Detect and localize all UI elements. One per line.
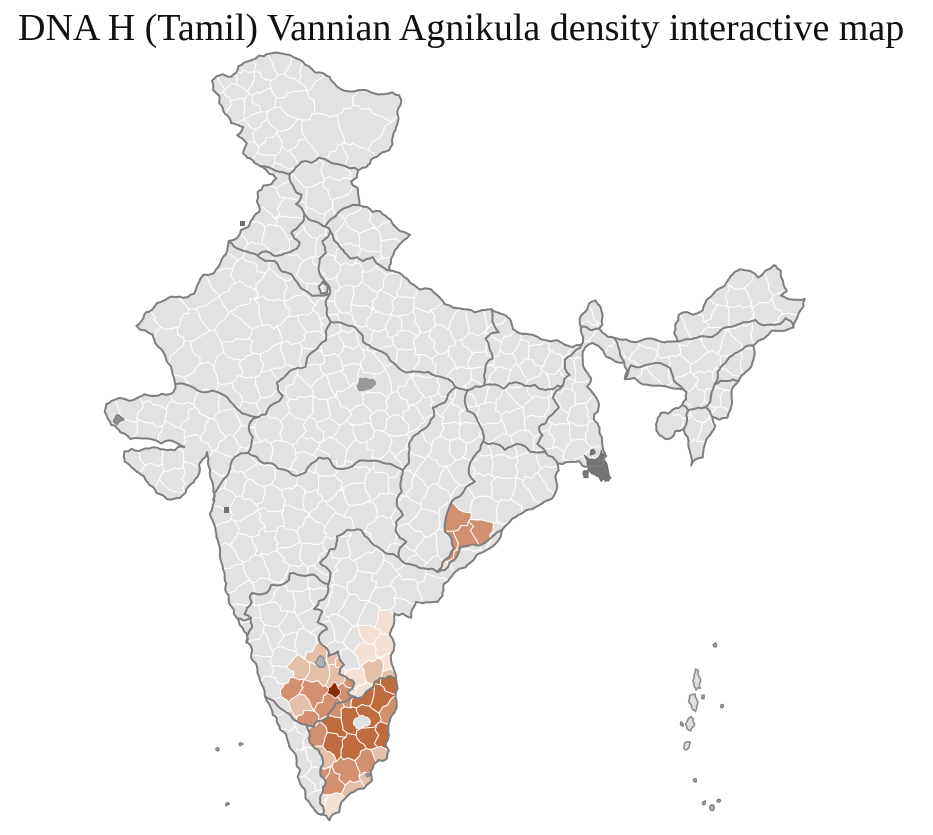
country-outline [103, 51, 806, 822]
district-cell[interactable] [491, 454, 519, 480]
state-border-line [263, 694, 308, 726]
island[interactable] [684, 715, 696, 732]
andaman-nicobar-islands[interactable] [683, 668, 702, 751]
chandigarh-dot [240, 221, 245, 226]
delta-islet [604, 472, 612, 483]
district-cell[interactable] [439, 421, 462, 441]
state-border-line [436, 440, 485, 574]
state-border-line [317, 230, 332, 296]
island[interactable] [692, 668, 702, 691]
state-border-line [303, 213, 326, 228]
state-border-line [704, 383, 716, 409]
page-title: DNA H (Tamil) Vannian Agnikula density i… [18, 7, 905, 49]
state-border-line [436, 528, 504, 574]
state-border-line [305, 723, 327, 816]
state-border-line [324, 293, 332, 323]
state-border-line [681, 404, 690, 412]
state-border-line [536, 384, 564, 453]
state-border-line [454, 386, 469, 392]
state-border-line [256, 213, 306, 257]
state-border-line [713, 344, 755, 386]
state-border-line [329, 230, 391, 272]
islet [716, 798, 722, 804]
state-border-line [713, 378, 740, 386]
tn-nodata-district[interactable] [352, 714, 372, 729]
delta-islet [582, 469, 589, 479]
islet [692, 777, 697, 783]
islet [225, 801, 231, 807]
state-border-line [544, 450, 559, 465]
state-border-line [313, 582, 356, 698]
district-cell[interactable] [511, 337, 530, 366]
islet [215, 746, 220, 752]
state-border-line [243, 572, 330, 619]
state-border-line [676, 317, 795, 343]
islet [701, 800, 707, 806]
state-border-line [323, 225, 332, 233]
state-border-line [401, 386, 457, 472]
district-cells[interactable] [104, 52, 806, 821]
state-border-line [613, 336, 626, 364]
kutch-tip-patch [113, 414, 125, 426]
state-border-line [319, 528, 401, 585]
mp-gray-district[interactable] [355, 375, 378, 393]
state-borders [103, 51, 806, 822]
city-district-dots [113, 221, 378, 729]
small-gray-district[interactable] [314, 654, 326, 669]
district-cell[interactable] [336, 104, 393, 151]
state-border-line [305, 695, 356, 728]
state-border-line [483, 308, 500, 387]
state-border-line [704, 406, 714, 418]
islet [365, 772, 371, 778]
state-border-line [483, 381, 564, 392]
state-border-line [394, 469, 408, 559]
state-border-line [329, 320, 457, 389]
state-border-line [245, 616, 254, 644]
island[interactable] [687, 693, 699, 713]
state-border-line [353, 675, 398, 700]
island[interactable] [683, 741, 691, 751]
state-border-line [682, 409, 690, 431]
islet [238, 742, 244, 747]
state-border-line [256, 254, 331, 297]
state-border-line [288, 173, 306, 216]
state-border-line [235, 616, 253, 622]
small-islands [215, 642, 725, 812]
islet [701, 694, 705, 700]
state-border-line [317, 280, 329, 295]
state-border-line [463, 389, 485, 443]
district-cell[interactable] [158, 465, 187, 496]
state-border-line [247, 416, 260, 454]
islet [708, 804, 715, 812]
state-border-line [259, 156, 360, 175]
delta-islet [589, 448, 596, 456]
islet [679, 721, 684, 727]
state-border-line [174, 382, 260, 419]
state-border-line [466, 384, 486, 392]
islet [712, 642, 718, 648]
state-border-line [579, 325, 600, 331]
islet [720, 703, 725, 709]
state-border-line [212, 451, 249, 502]
state-border-line [323, 203, 361, 228]
state-border-line [227, 240, 259, 257]
dnh-enclave-dot [224, 507, 229, 513]
bangalore-urban-district[interactable] [325, 681, 342, 699]
state-border-line [247, 451, 404, 477]
state-border-line [561, 343, 583, 387]
state-border-line [623, 361, 685, 391]
state-border-line [687, 406, 707, 412]
state-border-line [398, 557, 439, 574]
state-border-line [482, 440, 547, 454]
state-border-line [257, 320, 332, 419]
